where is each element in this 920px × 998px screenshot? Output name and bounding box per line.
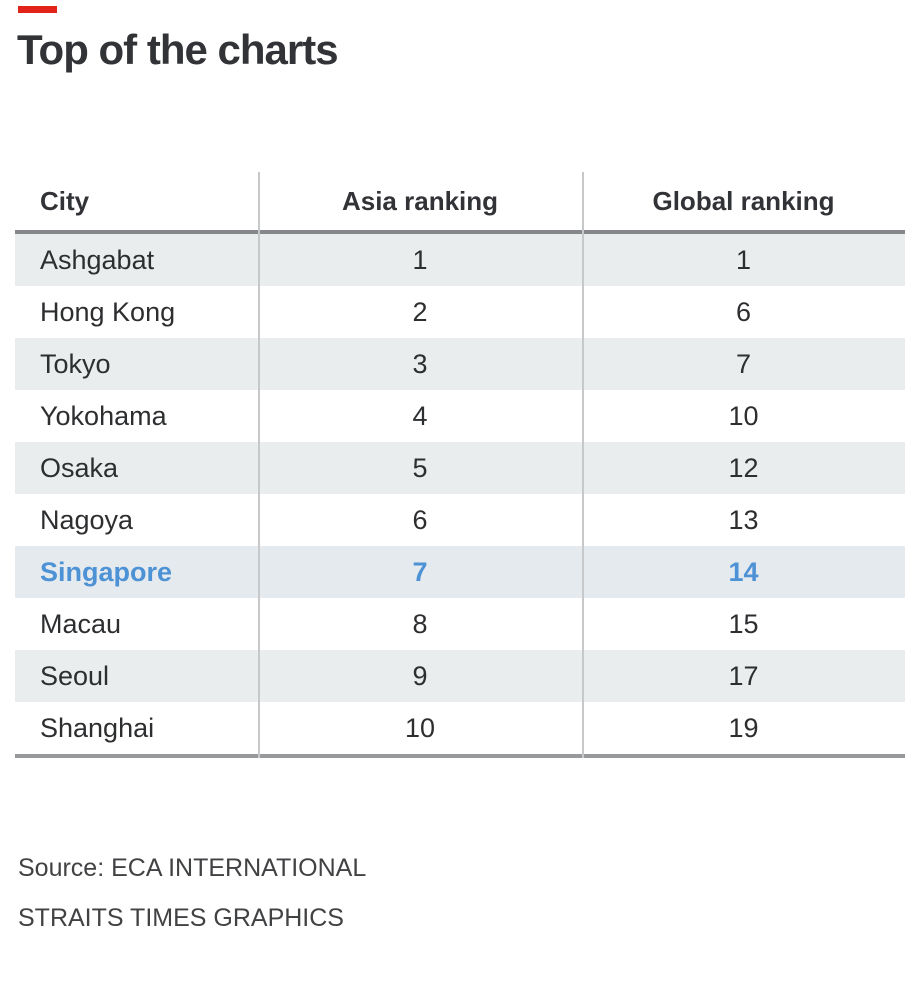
cell-city: Nagoya	[40, 505, 134, 535]
table-row: Seoul 9 17	[15, 650, 905, 702]
cell-city: Ashgabat	[40, 245, 155, 275]
table-row: Hong Kong 2 6	[15, 286, 905, 338]
cell-asia-ranking: 7	[412, 557, 428, 587]
cell-global-ranking: 1	[735, 245, 752, 275]
column-divider	[582, 172, 584, 758]
cell-global-ranking: 14	[728, 557, 759, 587]
cell-city: Seoul	[40, 661, 110, 691]
source-note: Source: ECA INTERNATIONAL STRAITS TIMES …	[18, 843, 366, 943]
table-row-highlighted: Singapore 7 14	[15, 546, 905, 598]
cell-global-ranking: 13	[728, 505, 759, 535]
cell-global-ranking: 17	[728, 661, 759, 691]
cell-asia-ranking: 2	[412, 297, 428, 327]
table-row: Shanghai 10 19	[15, 702, 905, 754]
cell-city: Hong Kong	[40, 297, 176, 327]
column-header-global-ranking: Global ranking	[652, 186, 835, 216]
cell-asia-ranking: 1	[412, 245, 428, 275]
cell-city: Shanghai	[40, 713, 155, 743]
cell-city: Macau	[40, 609, 122, 639]
column-header-city: City	[40, 186, 90, 216]
table-row: Nagoya 6 13	[15, 494, 905, 546]
cell-city: Osaka	[40, 453, 119, 483]
source-line-1: Source: ECA INTERNATIONAL	[18, 854, 367, 882]
source-line-2: STRAITS TIMES GRAPHICS	[18, 904, 344, 932]
table-row: Tokyo 3 7	[15, 338, 905, 390]
cell-global-ranking: 10	[728, 401, 759, 431]
page-title: Top of the charts	[17, 26, 339, 73]
column-divider	[258, 172, 260, 758]
cell-city: Yokohama	[40, 401, 167, 431]
table-row: Ashgabat 1 1	[15, 234, 905, 286]
cell-asia-ranking: 10	[404, 713, 436, 743]
column-header-asia-ranking: Asia ranking	[341, 186, 499, 216]
table-row: Osaka 5 12	[15, 442, 905, 494]
table-body: Ashgabat 1 1 Hong Kong 2 6 Tokyo 3 7 Yokohama 4 10 O…	[15, 234, 905, 758]
cell-asia-ranking: 6	[412, 505, 428, 535]
ranking-table: City Asia ranking Global ranking Ashgaba…	[15, 172, 905, 758]
cell-asia-ranking: 3	[412, 349, 428, 379]
table-row: Macau 8 15	[15, 598, 905, 650]
cell-global-ranking: 7	[735, 349, 752, 379]
cell-asia-ranking: 5	[412, 453, 428, 483]
cell-global-ranking: 6	[735, 297, 752, 327]
cell-asia-ranking: 8	[412, 609, 428, 639]
cell-asia-ranking: 9	[412, 661, 428, 691]
table-row: Yokohama 4 10	[15, 390, 905, 442]
cell-global-ranking: 19	[728, 713, 759, 743]
cell-global-ranking: 12	[728, 453, 759, 483]
cell-global-ranking: 15	[728, 609, 759, 639]
cell-city: Tokyo	[40, 349, 111, 379]
cell-asia-ranking: 4	[412, 401, 428, 431]
table-header-row: City Asia ranking Global ranking	[15, 172, 905, 234]
brand-accent-bar	[18, 6, 57, 13]
cell-city: Singapore	[40, 557, 173, 587]
